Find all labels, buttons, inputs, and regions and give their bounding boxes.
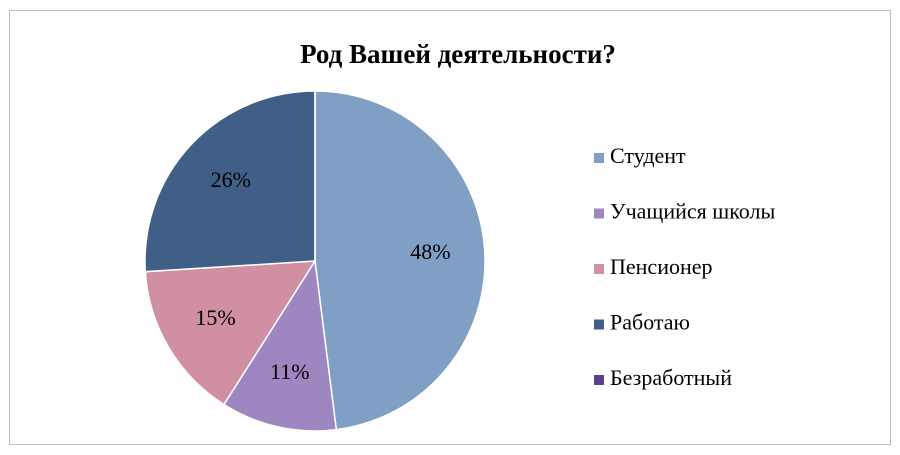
data-label: 48% xyxy=(410,239,450,264)
legend-label: Пенсионер xyxy=(610,254,713,279)
legend-label: Работаю xyxy=(610,310,690,335)
legend-swatch xyxy=(594,153,604,163)
pie-slice xyxy=(314,90,486,431)
data-label: 11% xyxy=(270,359,310,384)
pie-slice xyxy=(144,260,317,406)
legend-swatch xyxy=(594,264,604,274)
legend-swatch xyxy=(594,208,604,219)
legend-label: Учащийся школы xyxy=(610,199,775,224)
legend-label: Студент xyxy=(610,143,686,168)
legend-label: Безработный xyxy=(610,365,732,390)
legend-swatch xyxy=(594,375,604,385)
chart-title: Род Вашей деятельности? xyxy=(300,39,616,69)
pie-slice xyxy=(222,258,338,432)
pie-slice xyxy=(144,90,316,273)
data-label: 26% xyxy=(211,167,251,192)
legend-swatch xyxy=(594,319,604,330)
data-label: 15% xyxy=(195,305,235,330)
